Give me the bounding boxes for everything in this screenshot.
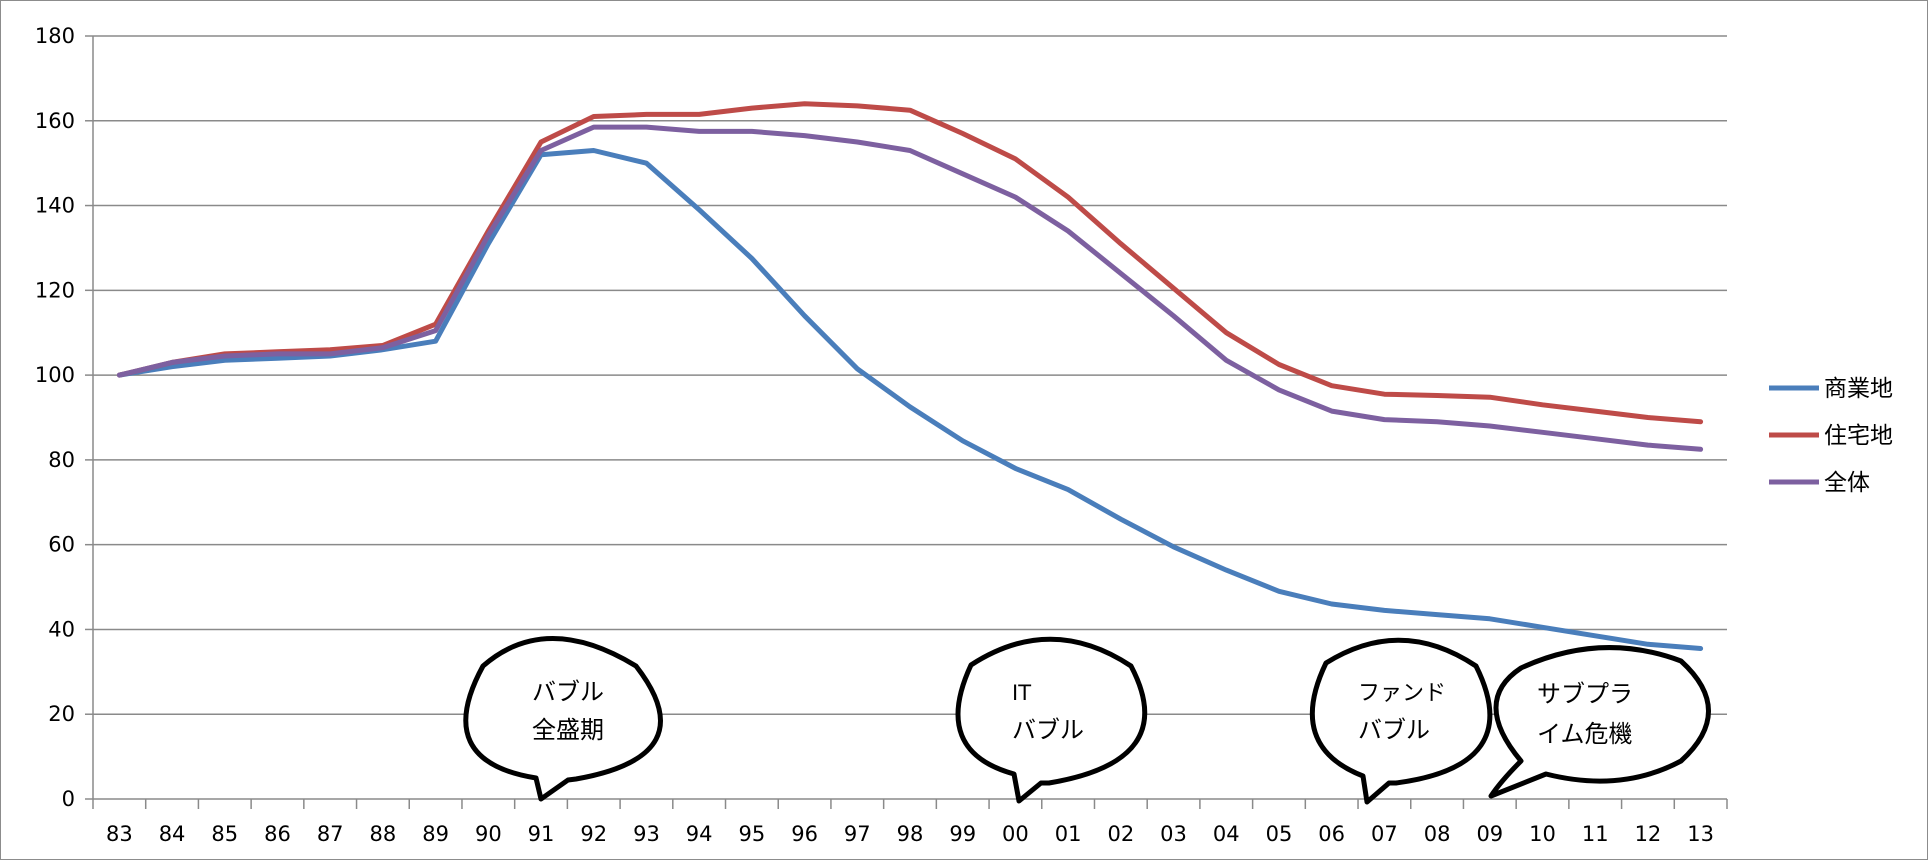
callout-bubble-fund-shape: [1309, 637, 1493, 805]
gridlines: [85, 35, 1727, 800]
y-tick-label: 40: [48, 617, 75, 641]
callout-bubbles: バブル 全盛期 IT バブル ファンド バブル サブプラ イム危機: [463, 636, 1711, 805]
x-tick-label: 10: [1529, 822, 1556, 846]
x-tick-label: 84: [159, 822, 186, 846]
x-tick-label: 01: [1055, 822, 1082, 846]
callout-bubble-it-line1: IT: [1012, 681, 1031, 705]
series-line-2: [116, 124, 1704, 452]
callout-bubble-peak-line2: 全盛期: [532, 716, 604, 744]
series-line-0: [116, 148, 1704, 651]
y-tick-label: 120: [35, 278, 75, 302]
x-tick-label: 93: [633, 822, 660, 846]
callout-bubble-it: IT バブル: [955, 636, 1148, 804]
callout-bubble-peak: バブル 全盛期: [463, 636, 663, 802]
x-tick-label: 03: [1160, 822, 1187, 846]
x-tick-label: 04: [1213, 822, 1240, 846]
y-tick-label: 60: [48, 533, 75, 557]
x-tick-label: 99: [949, 822, 976, 846]
y-tick-label: 0: [62, 787, 75, 811]
y-tick-label: 80: [48, 448, 75, 472]
y-tick-label: 140: [35, 194, 75, 218]
callout-bubble-subprime: サブプラ イム危機: [1488, 645, 1711, 799]
y-tick-label: 180: [35, 24, 75, 48]
callout-bubble-subprime-line1: サブプラ: [1537, 680, 1633, 708]
y-tick-labels: 0 20 40 60 80 100 120 140 160 180: [35, 24, 75, 811]
x-tick-label: 11: [1582, 822, 1609, 846]
callout-bubble-subprime-line2: イム危機: [1537, 720, 1633, 748]
callout-bubble-fund-line2: バブル: [1358, 716, 1430, 744]
x-tick-labels: 83 84 85 86 87 88 89 90 91 92 93 94 95 96 97 98 99 00 01 02…: [106, 822, 1714, 846]
legend-label-1: 住宅地: [1824, 423, 1893, 449]
x-tick-label: 06: [1318, 822, 1345, 846]
x-tick-label: 05: [1266, 822, 1293, 846]
x-tick-label: 08: [1424, 822, 1451, 846]
x-tick-label: 12: [1635, 822, 1662, 846]
x-tick-label: 97: [844, 822, 871, 846]
x-tick-label: 09: [1476, 822, 1503, 846]
x-tick-label: 92: [580, 822, 607, 846]
x-tick-label: 94: [686, 822, 713, 846]
callout-bubble-subprime-shape: [1488, 645, 1711, 799]
x-tick-label: 83: [106, 822, 133, 846]
callout-bubble-fund: ファンド バブル: [1309, 637, 1493, 805]
callout-bubble-it-shape: [955, 636, 1148, 804]
x-tick-label: 13: [1687, 822, 1714, 846]
callout-bubble-peak-shape: [463, 636, 663, 802]
y-tick-label: 100: [35, 363, 75, 387]
x-tick-label: 07: [1371, 822, 1398, 846]
series-lines: [116, 101, 1704, 651]
legend-label-0: 商業地: [1824, 376, 1893, 402]
x-tick-label: 02: [1107, 822, 1134, 846]
x-tick-label: 86: [264, 822, 291, 846]
callout-bubble-fund-line1: ファンド: [1358, 681, 1446, 706]
x-tick-label: 85: [211, 822, 238, 846]
x-tick-label: 90: [475, 822, 502, 846]
x-tick-label: 00: [1002, 822, 1029, 846]
x-tick-label: 88: [370, 822, 397, 846]
legend-label-2: 全体: [1824, 470, 1870, 496]
x-tick-label: 96: [791, 822, 818, 846]
x-tick-label: 89: [422, 822, 449, 846]
x-tick-label: 91: [528, 822, 555, 846]
axes: [92, 36, 1728, 809]
y-tick-label: 160: [35, 109, 75, 133]
callout-bubble-peak-line1: バブル: [532, 678, 604, 706]
x-tick-label: 98: [897, 822, 924, 846]
callout-bubble-it-line2: バブル: [1012, 716, 1084, 744]
x-tick-label: 95: [739, 822, 766, 846]
x-tick-label: 87: [317, 822, 344, 846]
y-tick-label: 20: [48, 702, 75, 726]
